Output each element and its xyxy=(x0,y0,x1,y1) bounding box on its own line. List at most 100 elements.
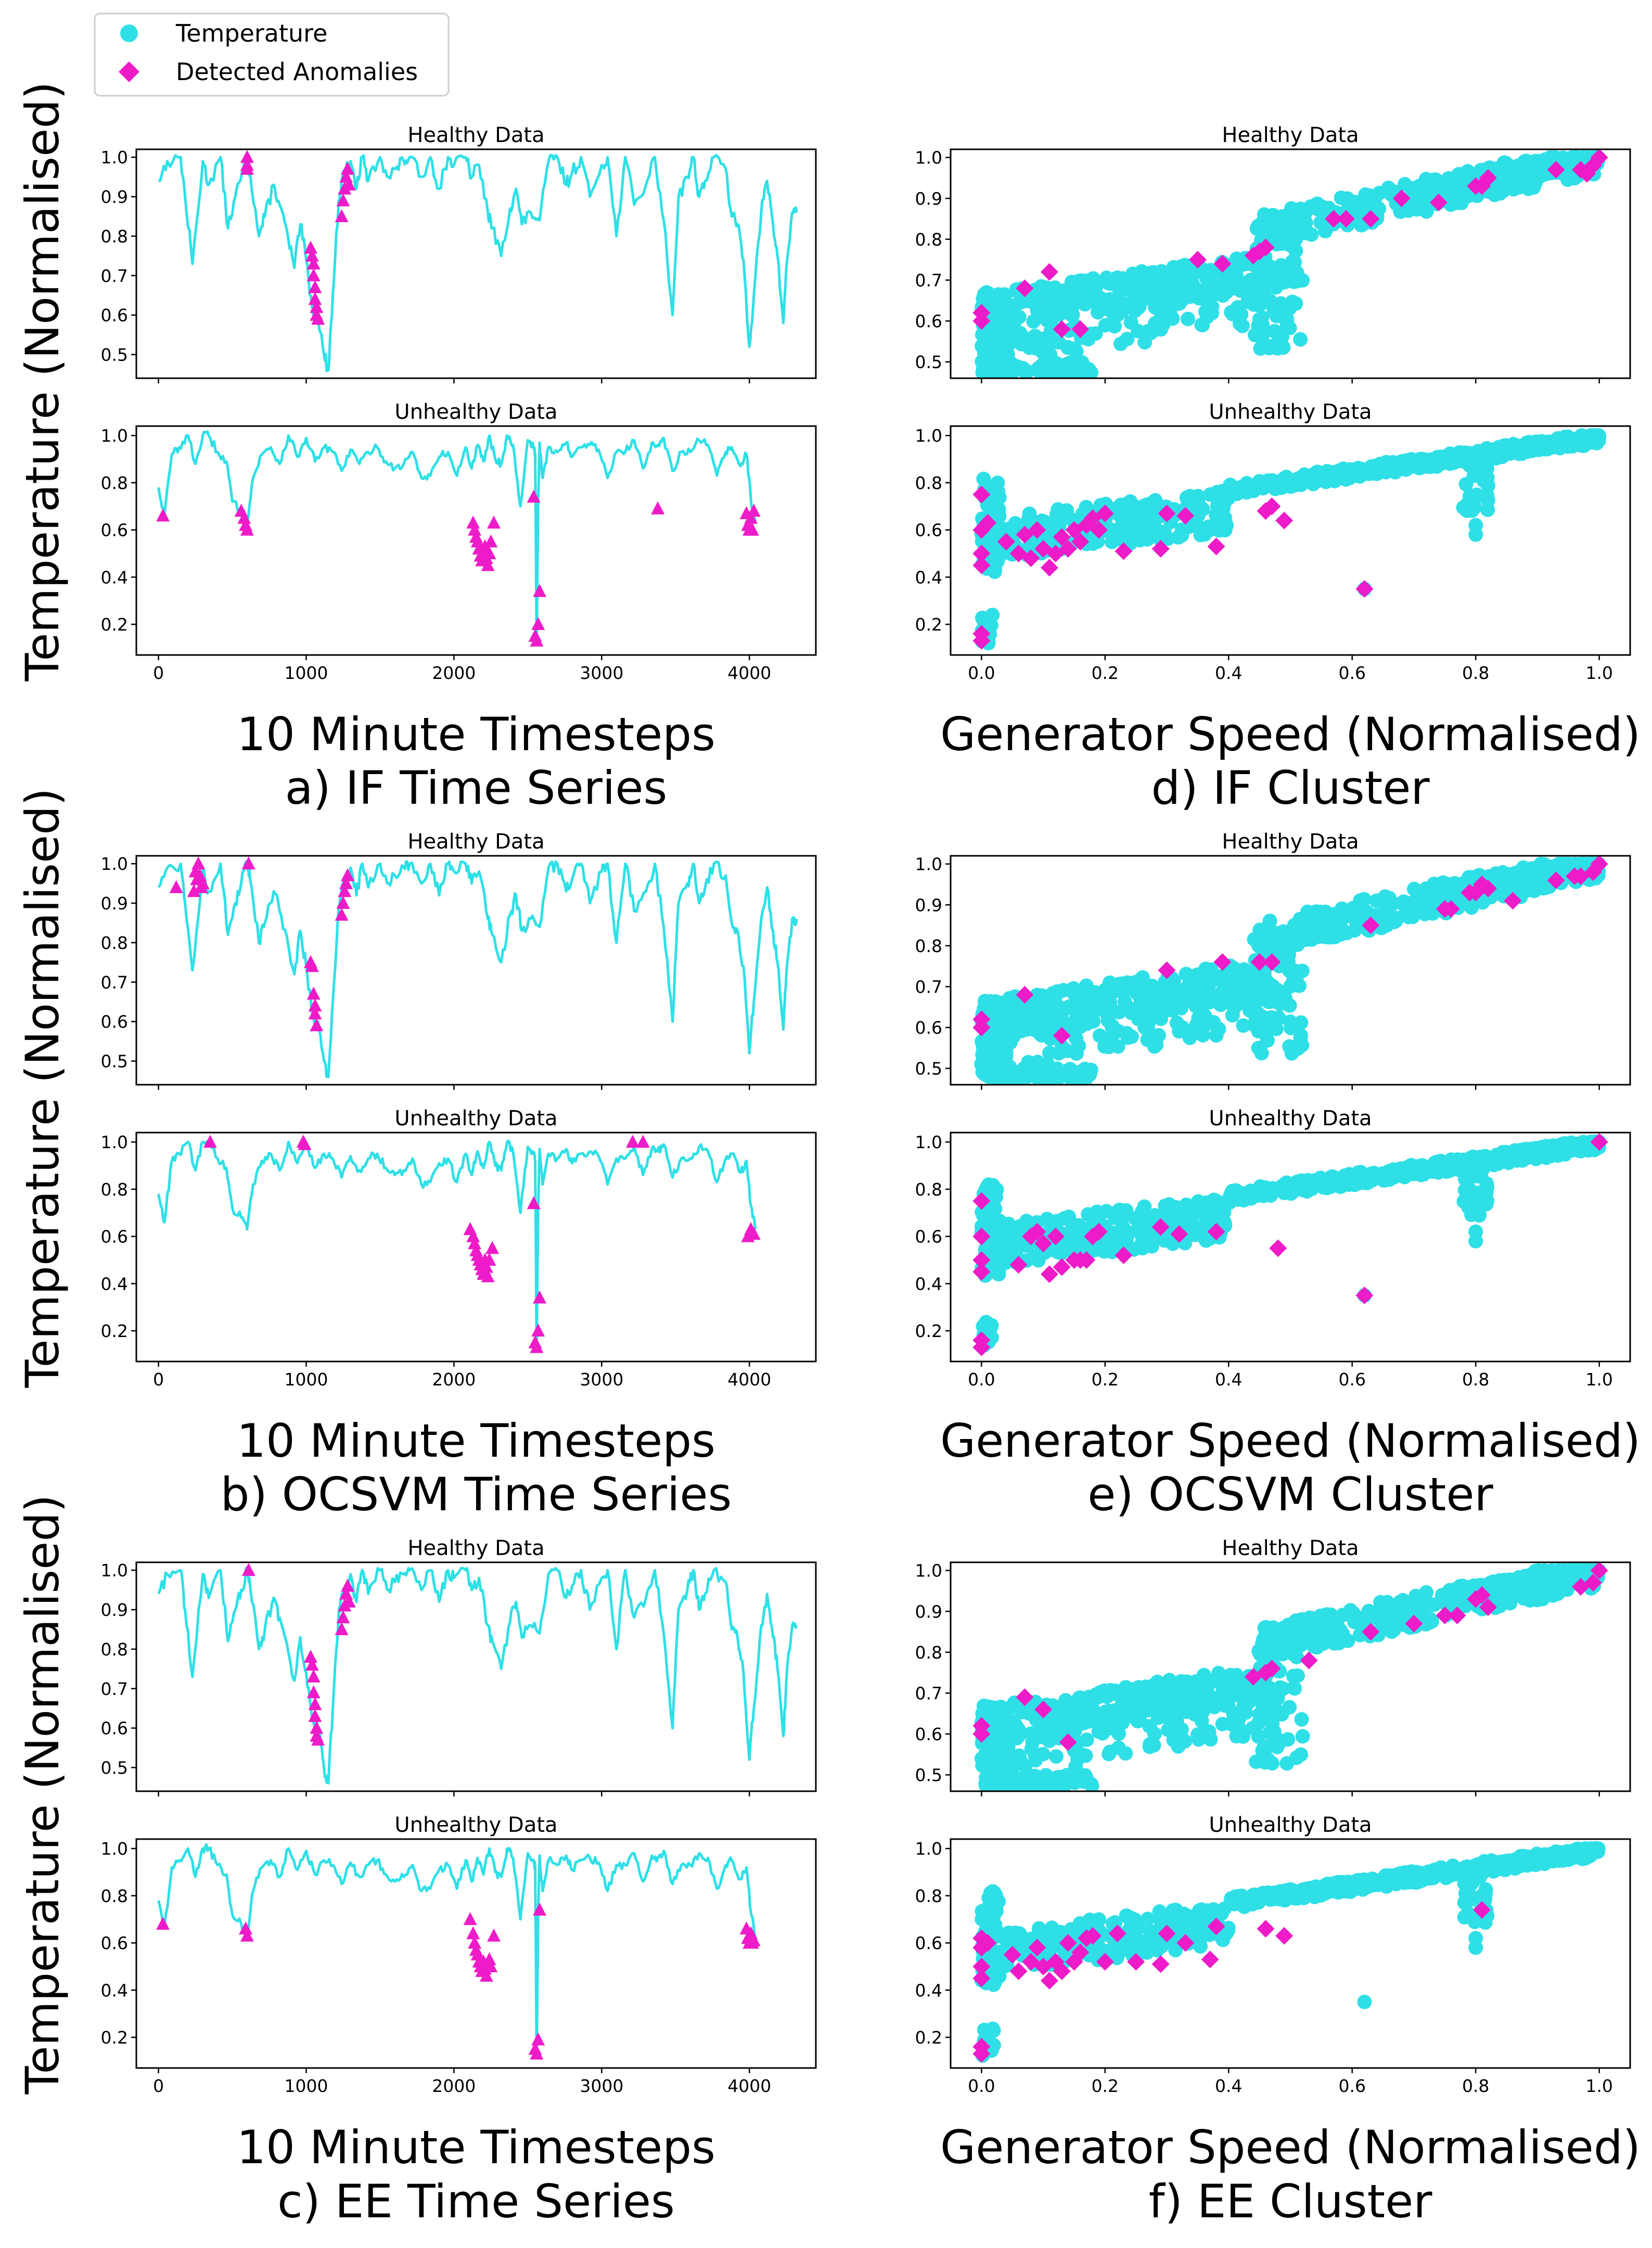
temperature-point xyxy=(990,1040,1005,1055)
temperature-point xyxy=(1472,1208,1487,1223)
anomaly-marker xyxy=(308,998,322,1012)
y-tick-label: 0.4 xyxy=(101,1980,128,2000)
anomaly-marker xyxy=(336,896,350,909)
anomaly-marker xyxy=(972,312,991,330)
anomaly-marker xyxy=(342,177,356,191)
temperature-point xyxy=(986,1067,1001,1082)
anomaly-marker xyxy=(466,1926,480,1939)
anomaly-marker xyxy=(972,544,991,562)
temperature-point xyxy=(1176,1211,1191,1226)
temperature-point xyxy=(987,1230,1002,1245)
temperature-point xyxy=(1134,516,1149,531)
temperature-point xyxy=(1479,1176,1494,1191)
temperature-point xyxy=(1315,199,1330,214)
anomaly-marker xyxy=(466,1229,480,1242)
temperature-point xyxy=(977,287,992,302)
temperature-point xyxy=(1172,1024,1187,1039)
y-tick-label: 0.6 xyxy=(915,1018,942,1038)
anomaly-marker xyxy=(1028,521,1046,539)
temperature-point xyxy=(1034,336,1049,351)
y-tick-label: 1.0 xyxy=(101,426,128,446)
panel-title: Healthy Data xyxy=(407,123,544,147)
temperature-point xyxy=(1080,988,1095,1004)
temperature-point xyxy=(1006,1072,1021,1085)
anomaly-marker xyxy=(187,884,201,897)
temperature-point xyxy=(1308,910,1323,925)
row1-ylabel: Temperature (Normalised) xyxy=(16,82,69,682)
temperature-point xyxy=(1022,506,1037,521)
temperature-point xyxy=(1468,527,1483,542)
anomaly-marker xyxy=(1213,255,1232,273)
temperature-point xyxy=(1016,363,1031,378)
anomaly-marker xyxy=(979,513,997,532)
anomaly-marker xyxy=(1016,279,1034,298)
temperature-series-line xyxy=(157,430,757,645)
temperature-point xyxy=(1402,906,1417,921)
y-tick-label: 1.0 xyxy=(101,1132,128,1152)
temperature-point xyxy=(1123,315,1138,330)
y-tick-label: 0.2 xyxy=(101,2027,128,2048)
anomaly-marker xyxy=(240,1928,254,1942)
anomaly-marker xyxy=(306,1669,321,1682)
y-tick-label: 0.5 xyxy=(101,344,128,365)
row1-ts-xlabel: 10 Minute Timesteps xyxy=(237,708,715,761)
anomaly-marker xyxy=(340,161,354,175)
temperature-point xyxy=(1269,280,1284,295)
anomaly-marker xyxy=(482,546,496,559)
y-tick-label: 0.8 xyxy=(915,936,942,956)
anomaly-marker xyxy=(972,1251,991,1269)
temperature-point xyxy=(1180,991,1195,1006)
anomaly-marker xyxy=(527,1196,541,1210)
temperature-point xyxy=(1495,1150,1510,1165)
temperature-point xyxy=(1001,357,1016,372)
temperature-point xyxy=(1008,1022,1023,1036)
x-tick-label: 0.0 xyxy=(968,1369,995,1390)
temperature-point xyxy=(1225,993,1240,1008)
temperature-point xyxy=(1560,157,1576,172)
x-tick-label: 0 xyxy=(153,2076,164,2096)
anomaly-marker xyxy=(744,510,758,524)
anomaly-marker xyxy=(1355,580,1374,598)
plot-area xyxy=(972,149,1608,378)
temperature-point xyxy=(1060,1043,1075,1058)
anomaly-marker xyxy=(306,268,321,281)
temperature-point xyxy=(1030,303,1045,318)
temperature-point xyxy=(1469,1185,1484,1200)
anomaly-marker xyxy=(308,1006,322,1020)
temperature-point xyxy=(1295,922,1310,937)
temperature-point xyxy=(1137,335,1152,350)
y-tick-label: 1.0 xyxy=(915,148,942,168)
temperature-point xyxy=(1469,487,1484,502)
y-tick-label: 1.0 xyxy=(915,1132,942,1152)
temperature-point xyxy=(1180,1199,1195,1214)
anomaly-marker xyxy=(651,501,665,515)
anomaly-marker xyxy=(305,1658,319,1671)
y-tick-label: 0.6 xyxy=(915,520,942,541)
temperature-point xyxy=(1494,447,1509,462)
temperature-point xyxy=(1384,461,1399,476)
y-tick-label: 0.6 xyxy=(101,1718,128,1739)
anomaly-marker xyxy=(1151,1218,1170,1236)
anomaly-marker xyxy=(335,1622,349,1635)
anomaly-marker xyxy=(310,1720,324,1734)
temperature-point xyxy=(1293,332,1308,347)
temperature-point xyxy=(1275,222,1290,237)
temperature-point xyxy=(1049,987,1064,1003)
temperature-point xyxy=(1429,1162,1443,1177)
row2-ylabel: Temperature (Normalised) xyxy=(16,788,69,1389)
row3-ylabel: Temperature (Normalised) xyxy=(16,1495,69,2095)
panel-frame xyxy=(135,148,817,379)
x-tick-label: 1.0 xyxy=(1585,1369,1612,1390)
temperature-point xyxy=(1389,1168,1404,1183)
anomaly-marker xyxy=(466,515,480,529)
temperature-point xyxy=(1202,487,1218,502)
temperature-point xyxy=(1171,530,1186,545)
y-tick-label: 0.9 xyxy=(915,895,942,915)
anomaly-marker xyxy=(1590,856,1608,873)
y-tick-label: 0.8 xyxy=(101,1179,128,1200)
plot-area xyxy=(157,856,798,1078)
anomaly-marker xyxy=(531,1324,545,1337)
panel-title: Healthy Data xyxy=(1222,830,1359,854)
temperature-point xyxy=(1169,267,1184,282)
temperature-series-line xyxy=(157,1139,757,1351)
